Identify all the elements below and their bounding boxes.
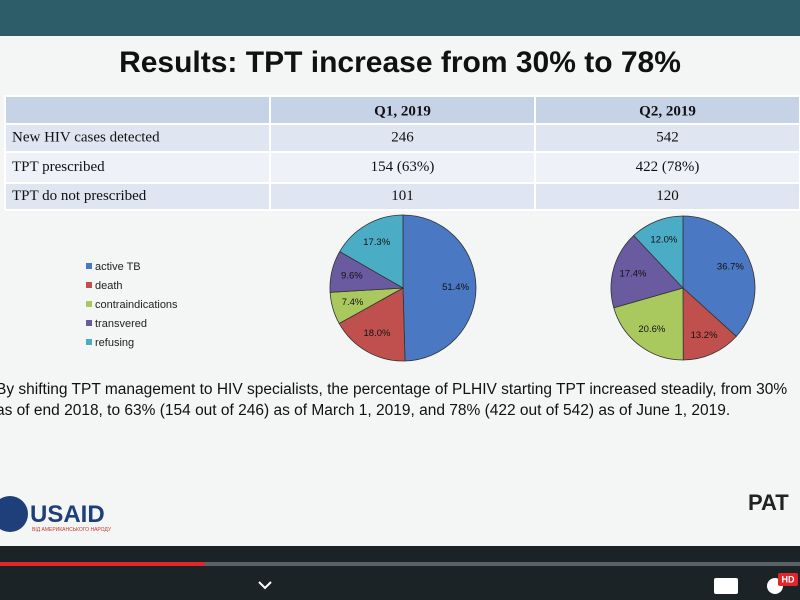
slice-label: 7.4% [342,297,364,308]
captions-button[interactable] [714,578,738,594]
table-cell: 542 [656,129,679,145]
chevron-button[interactable] [258,581,272,590]
slice-label: 20.6% [638,324,665,335]
legend-label: refusing [95,337,134,349]
usaid-logo: USAID [30,501,105,528]
column-header: Q1, 2019 [374,103,431,119]
progress-played [0,562,205,566]
pie-slice [682,287,737,361]
slice-label: 17.4% [620,269,647,280]
table-row-bg [5,124,800,152]
table-cell: 120 [656,188,679,204]
slice-label: 9.6% [341,270,363,281]
row-label: New HIV cases detected [12,129,160,145]
slice-label: 13.2% [691,330,718,341]
hd-badge [778,573,798,586]
legend-label: contraindications [95,299,178,311]
table-cell: 154 (63%) [371,159,435,175]
legend-swatch [86,282,92,288]
legend-label: active TB [95,261,141,273]
slice-label: 18.0% [364,328,391,339]
pie-charts: 51.4% 18.0% 7.4% 9.6% 17.3% 36.7% 13.2% 20.6% 17… [329,214,756,362]
progress-track[interactable] [0,562,800,566]
row-label: TPT prescribed [12,159,105,175]
pie-slice [633,215,684,290]
legend: active TB death contraindications transvere… [86,261,178,349]
table-header-bg [5,96,800,124]
table-cell: 246 [391,129,414,145]
slice-label: 51.4% [442,282,469,293]
slice-label: 12.0% [650,234,677,245]
table-row-bg [5,183,800,210]
column-header: Q2, 2019 [639,103,696,119]
player-bar [0,546,800,600]
slice-label: 36.7% [717,262,744,273]
table-cell: 422 (78%) [636,159,700,175]
paragraph: By shifting TPT management to HIV specia… [0,381,787,419]
usaid-seal [0,496,28,532]
partner-logo: PAT [748,490,789,515]
row-label: TPT do not prescribed [12,188,147,204]
usaid-tagline: ВІД АМЕРИКАНСЬКОГО НАРОДУ [32,527,112,533]
legend-label: transvered [95,318,147,330]
pie-slice [402,214,477,362]
legend-label: death [95,280,123,292]
pie-slice [610,234,684,309]
slice-label: 17.3% [363,237,390,248]
legend-swatch [86,339,92,345]
table: Q1, 2019 Q2, 2019 New HIV cases detected 24… [4,95,800,211]
pie-slice [613,287,684,361]
pie-slice [682,215,756,337]
table-row-bg [5,152,800,183]
pie-slice [339,214,404,289]
legend-swatch [86,301,92,307]
legend-swatch [86,263,92,269]
legend-swatch [86,320,92,326]
pie-slice [338,287,406,362]
hd-badge-text: HD [782,574,795,584]
top-band [0,0,800,40]
slide-title: Results: TPT increase from 30% to 78% [119,46,681,79]
table-cell: 101 [391,188,414,204]
